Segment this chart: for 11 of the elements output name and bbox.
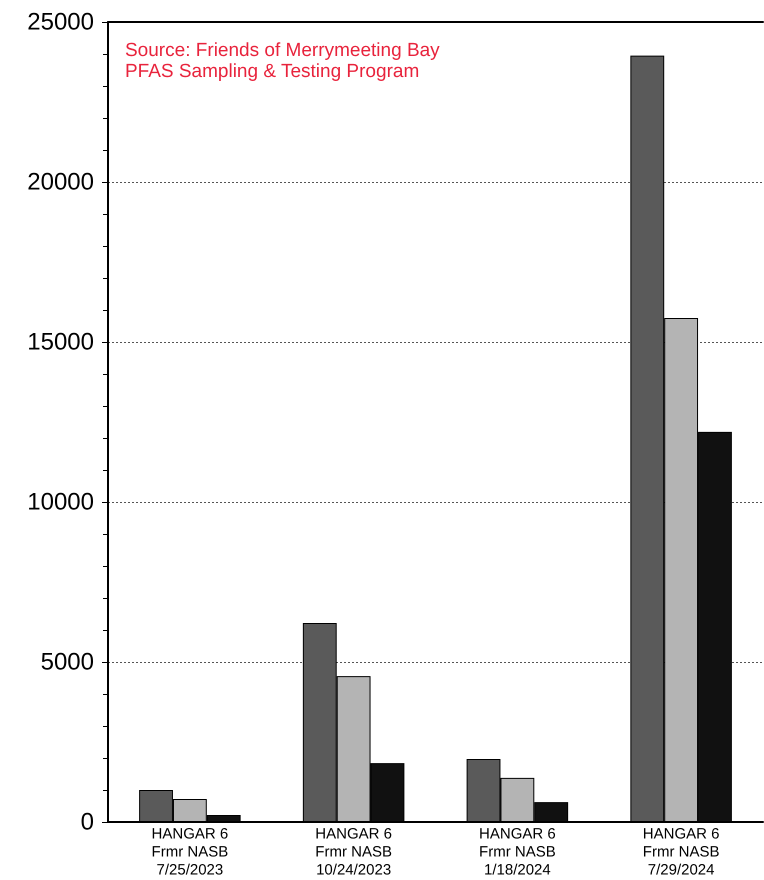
x-tick-label: HANGAR 6 Frmr NASB 7/25/2023 [152,826,228,878]
y-tick-label: 10000 [27,488,94,516]
y-tick-label: 15000 [27,328,94,356]
y-tick-label: 5000 [40,648,94,676]
y-tick-label: 0 [80,808,94,836]
x-tick-label: HANGAR 6 Frmr NASB 7/29/2024 [642,826,720,878]
annotation: Source: Friends of Merrymeeting Bay PFAS Sampling & Testing Program [125,40,440,82]
y-tick-label: 25000 [27,8,94,36]
x-tick-label: HANGAR 6 Frmr NASB 1/18/2024 [479,826,556,878]
x-tick-label: HANGAR 6 Frmr NASB 10/24/2023 [315,826,392,878]
y-tick-label: 20000 [27,168,94,196]
